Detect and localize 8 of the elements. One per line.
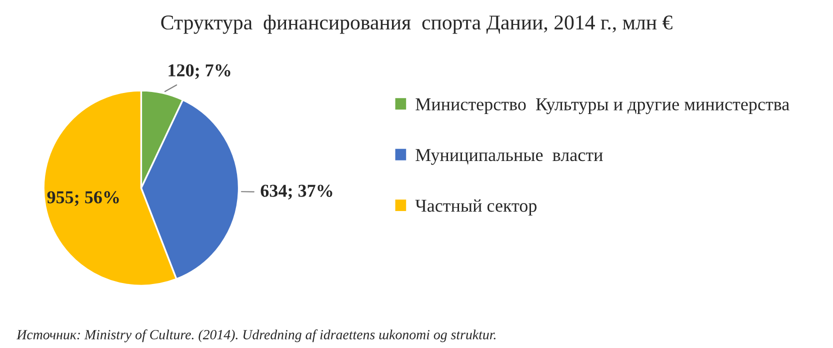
data-label: 955; 56% [47, 191, 119, 206]
legend-label: Министерство Культуры и другие министерства [416, 98, 790, 114]
chart-title: Структура финансирования спорта Дании, 2014 г., млн € [161, 14, 672, 34]
text: Источник: Ministry of Culture. (2014). Udredning af idraettens шkonomi og struktur. [16, 329, 496, 342]
data-label: 120; 7% [168, 64, 230, 80]
legend-label: Муниципальные власти [416, 149, 603, 165]
legend-label: Частный сектор [415, 199, 537, 216]
data-label: 634; 37% [260, 184, 332, 200]
